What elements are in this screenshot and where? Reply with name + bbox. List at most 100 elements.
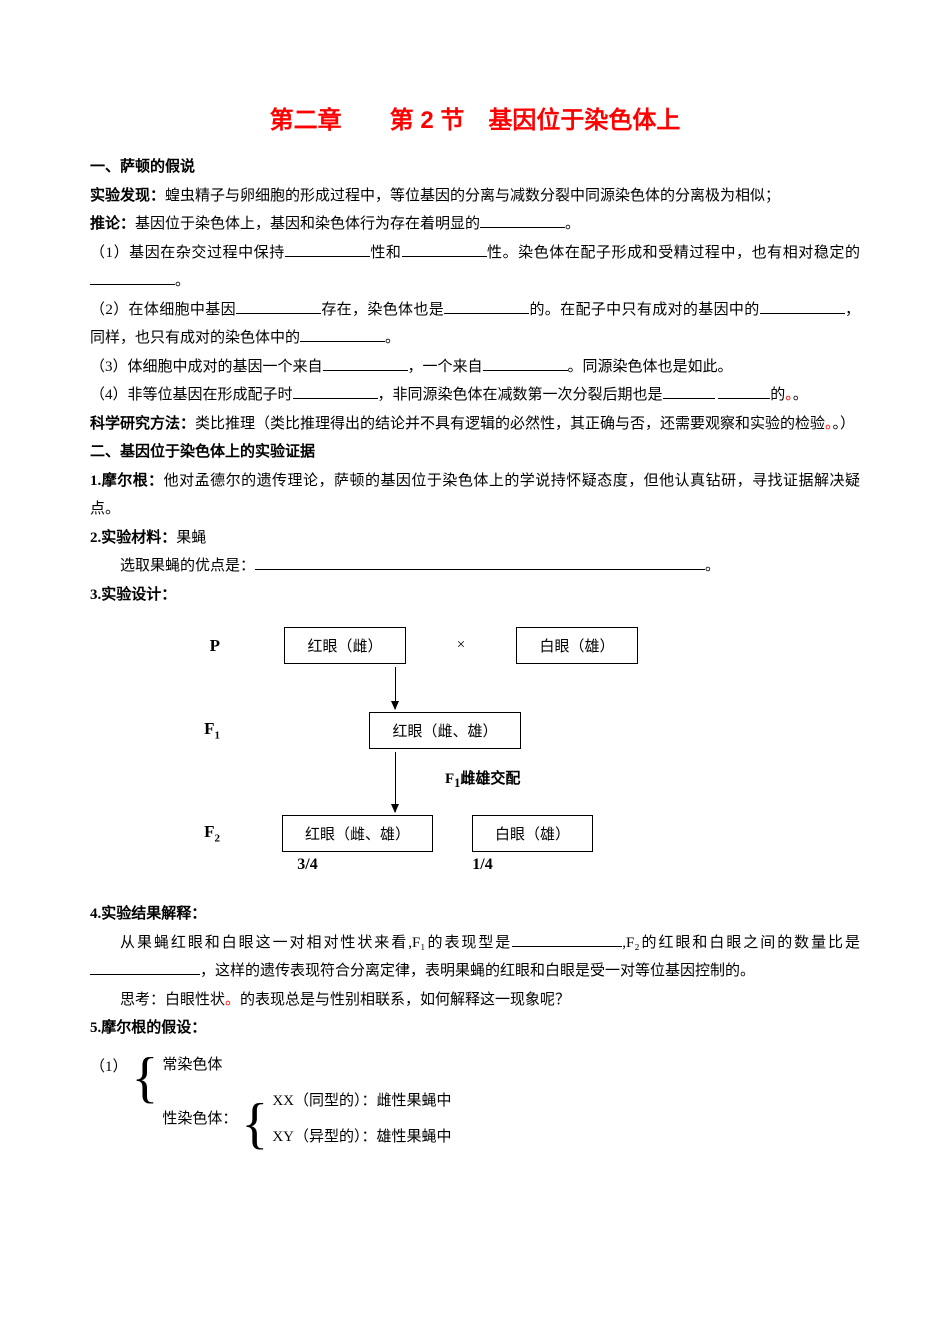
blank[interactable] <box>663 383 715 399</box>
hypothesis-tree: （1） { 常染色体 性染色体： { XX（同型的）：雌性果蝇中 XY（异型的）… <box>90 1047 860 1155</box>
p3-b: ，一个来自 <box>408 359 483 375</box>
red-dot: 。 <box>225 992 240 1008</box>
label-finding: 实验发现： <box>90 188 165 204</box>
red-dot: 。 <box>785 387 793 403</box>
cross-symbol: × <box>436 637 486 654</box>
blank[interactable] <box>760 298 845 314</box>
p2-c: 的。在配子中只有成对的基因中的 <box>529 302 760 318</box>
text-morgan: 他对孟德尔的遗传理论，萨顿的基因位于染色体上的学说持怀疑态度，但他认真钻研，寻找… <box>90 473 860 518</box>
section-2-heading: 二、基因位于染色体上的实验证据 <box>90 438 860 467</box>
node-f2-left: 红眼（雌、雄） <box>282 815 433 852</box>
p4-d: 。 <box>793 387 808 403</box>
page-title: 第二章 第 2 节 基因位于染色体上 <box>90 100 860 135</box>
blank[interactable] <box>480 212 565 228</box>
point-3: （3）体细胞中成对的基因一个来自 ，一个来自 。同源染色体也是如此。 <box>90 353 860 382</box>
blank[interactable] <box>300 326 385 342</box>
text-method: 类比推理（类比推理得出的结论并不具有逻辑的必然性，其正确与否，还需要观察和实验的… <box>195 416 825 432</box>
blank[interactable] <box>718 383 770 399</box>
blank[interactable] <box>293 383 378 399</box>
text-inference-b: 。 <box>565 216 580 232</box>
label-inference: 推论： <box>90 216 135 232</box>
point-1: （1）基因在杂交过程中保持 性和 性。染色体在配子形成和受精过程中，也有相对稳定的。 <box>90 239 860 296</box>
design-heading: 3.实验设计： <box>90 581 860 610</box>
ratio-right: 1/4 <box>395 856 570 874</box>
material-advantage: 选取果蝇的优点是： 。 <box>90 552 860 581</box>
hyp-num: （1） <box>90 1049 128 1085</box>
p4-c: 的 <box>770 387 785 403</box>
morgan: 1.摩尔根：他对孟德尔的遗传理论，萨顿的基因位于染色体上的学说持怀疑态度，但他认… <box>90 467 860 524</box>
diagram-row-f1: F1 红眼（雌、雄） <box>90 712 860 749</box>
p1-c: 性。染色体在配子形成和受精过程中，也有相对稳定的 <box>487 245 860 261</box>
gen-label-p: P <box>90 636 270 656</box>
text-finding: 蝗虫精子与卵细胞的形成过程中，等位基因的分离与减数分裂中同源染色体的分离极为相似… <box>165 188 780 204</box>
label-method: 科学研究方法： <box>90 416 195 432</box>
inference: 推论：基因位于染色体上，基因和染色体行为存在着明显的 。 <box>90 210 860 239</box>
node-f2-right: 白眼（雄） <box>472 815 593 852</box>
label-material: 2.实验材料： <box>90 530 176 546</box>
point-2: （2）在体细胞中基因存在，染色体也是的。在配子中只有成对的基因中的，同样，也只有… <box>90 296 860 353</box>
cross-diagram: P 红眼（雌） × 白眼（雄） F1 红眼（雌、雄） <box>90 627 860 874</box>
res-t2: ,F₂的红眼和白眼之间的数量比是 <box>622 935 860 951</box>
res-t1: 从果蝇红眼和白眼这一对相对性状来看,F₁的表现型是 <box>120 935 512 951</box>
p1-a: （1）基因在杂交过程中保持 <box>90 245 285 261</box>
gen-label-f2: F2 <box>90 822 270 844</box>
blank[interactable] <box>483 355 568 371</box>
node-p-left: 红眼（雌） <box>284 627 405 664</box>
arrow-down-icon <box>395 667 396 709</box>
diagram-row-f2: F2 红眼（雌、雄） 白眼（雄） <box>90 815 860 852</box>
brace-level-1: 常染色体 性染色体： { XX（同型的）：雌性果蝇中 XY（异型的）：雄性果蝇中 <box>162 1047 451 1155</box>
diagram-row-p: P 红眼（雌） × 白眼（雄） <box>90 627 860 664</box>
label-morgan: 1.摩尔根： <box>90 473 164 489</box>
result-heading: 4.实验结果解释： <box>90 900 860 929</box>
blank[interactable] <box>90 959 200 975</box>
p4-a: （4）非等位基因在形成配子时 <box>90 387 293 403</box>
section-1-heading: 一、萨顿的假说 <box>90 153 860 182</box>
document-page: 第二章 第 2 节 基因位于染色体上 一、萨顿的假说 实验发现：蝗虫精子与卵细胞… <box>0 0 950 1215</box>
ratio-row: 3/4 1/4 <box>90 856 860 874</box>
red-dot: 。 <box>825 416 833 432</box>
mat-end: 。 <box>705 558 720 574</box>
blank[interactable] <box>323 355 408 371</box>
think-b: 的表现总是与性别相联系，如何解释这一现象呢？ <box>240 992 570 1008</box>
blank[interactable] <box>512 931 622 947</box>
point-4: （4）非等位基因在形成配子时 ，非同源染色体在减数第一次分裂后期也是 的。。 <box>90 381 860 410</box>
blank[interactable] <box>285 241 370 257</box>
label-result: 4.实验结果解释： <box>90 906 206 922</box>
autosome-label: 常染色体 <box>162 1047 451 1083</box>
p1-d: 。 <box>175 273 190 289</box>
p3-c: 。同源染色体也是如此。 <box>568 359 733 375</box>
f1-mate-label: F1雌雄交配 <box>445 767 520 791</box>
text-inference-a: 基因位于染色体上，基因和染色体行为存在着明显的 <box>135 216 480 232</box>
blank-long[interactable] <box>255 554 705 570</box>
xx-label: XX（同型的）：雌性果蝇中 <box>272 1083 451 1119</box>
arrow-p-f1 <box>90 664 860 712</box>
method: 科学研究方法：类比推理（类比推理得出的结论并不具有逻辑的必然性，其正确与否，还需… <box>90 410 860 439</box>
label-hypothesis: 5.摩尔根的假设： <box>90 1020 206 1036</box>
gen-label-f1: F1 <box>90 719 270 741</box>
p3-a: （3）体细胞中成对的基因一个来自 <box>90 359 323 375</box>
brace-icon: { <box>132 1053 159 1103</box>
hypothesis-heading: 5.摩尔根的假设： <box>90 1014 860 1043</box>
ratio-left: 3/4 <box>220 856 395 874</box>
p1-b: 性和 <box>370 245 402 261</box>
res-t3: ，这样的遗传表现符合分离定律，表明果蝇的红眼和白眼是受一对等位基因控制的。 <box>200 963 755 979</box>
think-question: 思考：白眼性状。的表现总是与性别相联系，如何解释这一现象呢？ <box>90 986 860 1015</box>
p4-b: ，非同源染色体在减数第一次分裂后期也是 <box>378 387 663 403</box>
experiment-finding: 实验发现：蝗虫精子与卵细胞的形成过程中，等位基因的分离与减数分裂中同源染色体的分… <box>90 182 860 211</box>
blank[interactable] <box>236 298 321 314</box>
arrow-down-icon <box>395 752 396 812</box>
blank[interactable] <box>444 298 529 314</box>
xy-label: XY（异型的）：雄性果蝇中 <box>272 1119 451 1155</box>
think-a: 思考：白眼性状 <box>120 992 225 1008</box>
blank[interactable] <box>402 241 487 257</box>
p2-e: 。 <box>385 330 400 346</box>
brace-icon: { <box>241 1099 268 1149</box>
label-design: 3.实验设计： <box>90 587 176 603</box>
text-material: 果蝇 <box>176 530 206 546</box>
node-f1: 红眼（雌、雄） <box>369 712 520 749</box>
p2-a: （2）在体细胞中基因 <box>90 302 236 318</box>
blank[interactable] <box>90 269 175 285</box>
text-method2: 。） <box>833 416 856 432</box>
result-text: 从果蝇红眼和白眼这一对相对性状来看,F₁的表现型是 ,F₂的红眼和白眼之间的数量比… <box>90 929 860 986</box>
mat-q: 选取果蝇的优点是： <box>120 558 255 574</box>
